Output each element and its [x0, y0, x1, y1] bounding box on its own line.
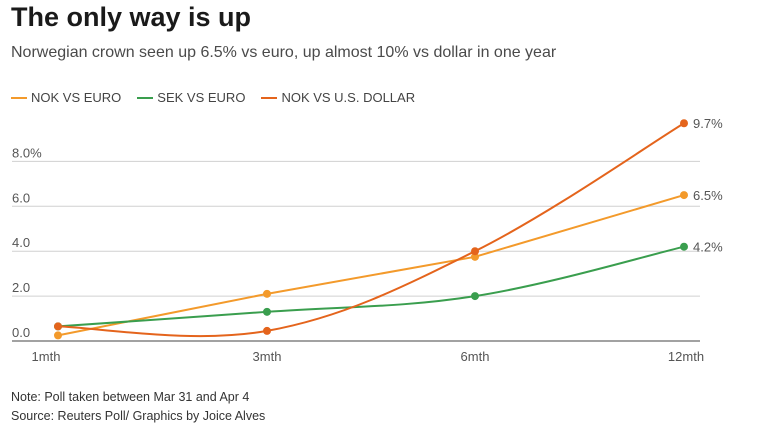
legend-item-nok-usd: NOK VS U.S. DOLLAR	[261, 90, 415, 105]
data-point	[680, 242, 688, 251]
data-point	[471, 252, 479, 261]
chart-source: Source: Reuters Poll/ Graphics by Joice …	[11, 409, 266, 423]
y-tick-label: 4.0	[12, 235, 30, 250]
legend-label-nok-euro: NOK VS EURO	[31, 90, 122, 105]
y-tick-label: 6.0	[12, 190, 30, 205]
x-tick-label: 6mth	[461, 349, 490, 364]
legend-item-nok-euro: NOK VS EURO	[11, 90, 121, 105]
legend-swatch-nok-usd	[261, 96, 278, 99]
data-point	[471, 247, 479, 256]
y-tick-label: 2.0	[12, 280, 30, 295]
data-point	[471, 292, 479, 301]
data-point	[263, 289, 271, 298]
end-value-label: 6.5%	[693, 188, 723, 203]
x-tick-label: 12mth	[668, 349, 704, 364]
legend-label-sek-euro: SEK VS EURO	[157, 90, 246, 105]
series-line	[57, 122, 685, 338]
series-line	[57, 245, 685, 328]
data-point	[54, 322, 62, 331]
data-point	[54, 331, 62, 340]
data-point	[263, 307, 271, 316]
legend-swatch-sek-euro	[137, 96, 154, 99]
x-tick-label: 1mth	[32, 349, 61, 364]
x-tick-label: 3mth	[253, 349, 282, 364]
chart-legend: NOK VS EURO SEK VS EURO NOK VS U.S. DOLL…	[11, 90, 415, 105]
y-tick-label: 8.0%	[12, 145, 42, 160]
data-point	[680, 119, 688, 128]
chart-note: Note: Poll taken between Mar 31 and Apr …	[11, 390, 250, 404]
data-point	[263, 326, 271, 335]
data-point	[680, 191, 688, 200]
y-tick-label: 0.0	[12, 325, 30, 340]
legend-label-nok-usd: NOK VS U.S. DOLLAR	[281, 90, 416, 105]
series-line	[57, 194, 685, 337]
chart-title: The only way is up	[11, 2, 252, 32]
legend-swatch-nok-euro	[11, 96, 27, 99]
legend-item-sek-euro: SEK VS EURO	[137, 90, 245, 105]
chart-subtitle: Norwegian crown seen up 6.5% vs euro, up…	[11, 44, 557, 61]
end-value-label: 4.2%	[693, 240, 723, 255]
end-value-label: 9.7%	[693, 116, 723, 131]
